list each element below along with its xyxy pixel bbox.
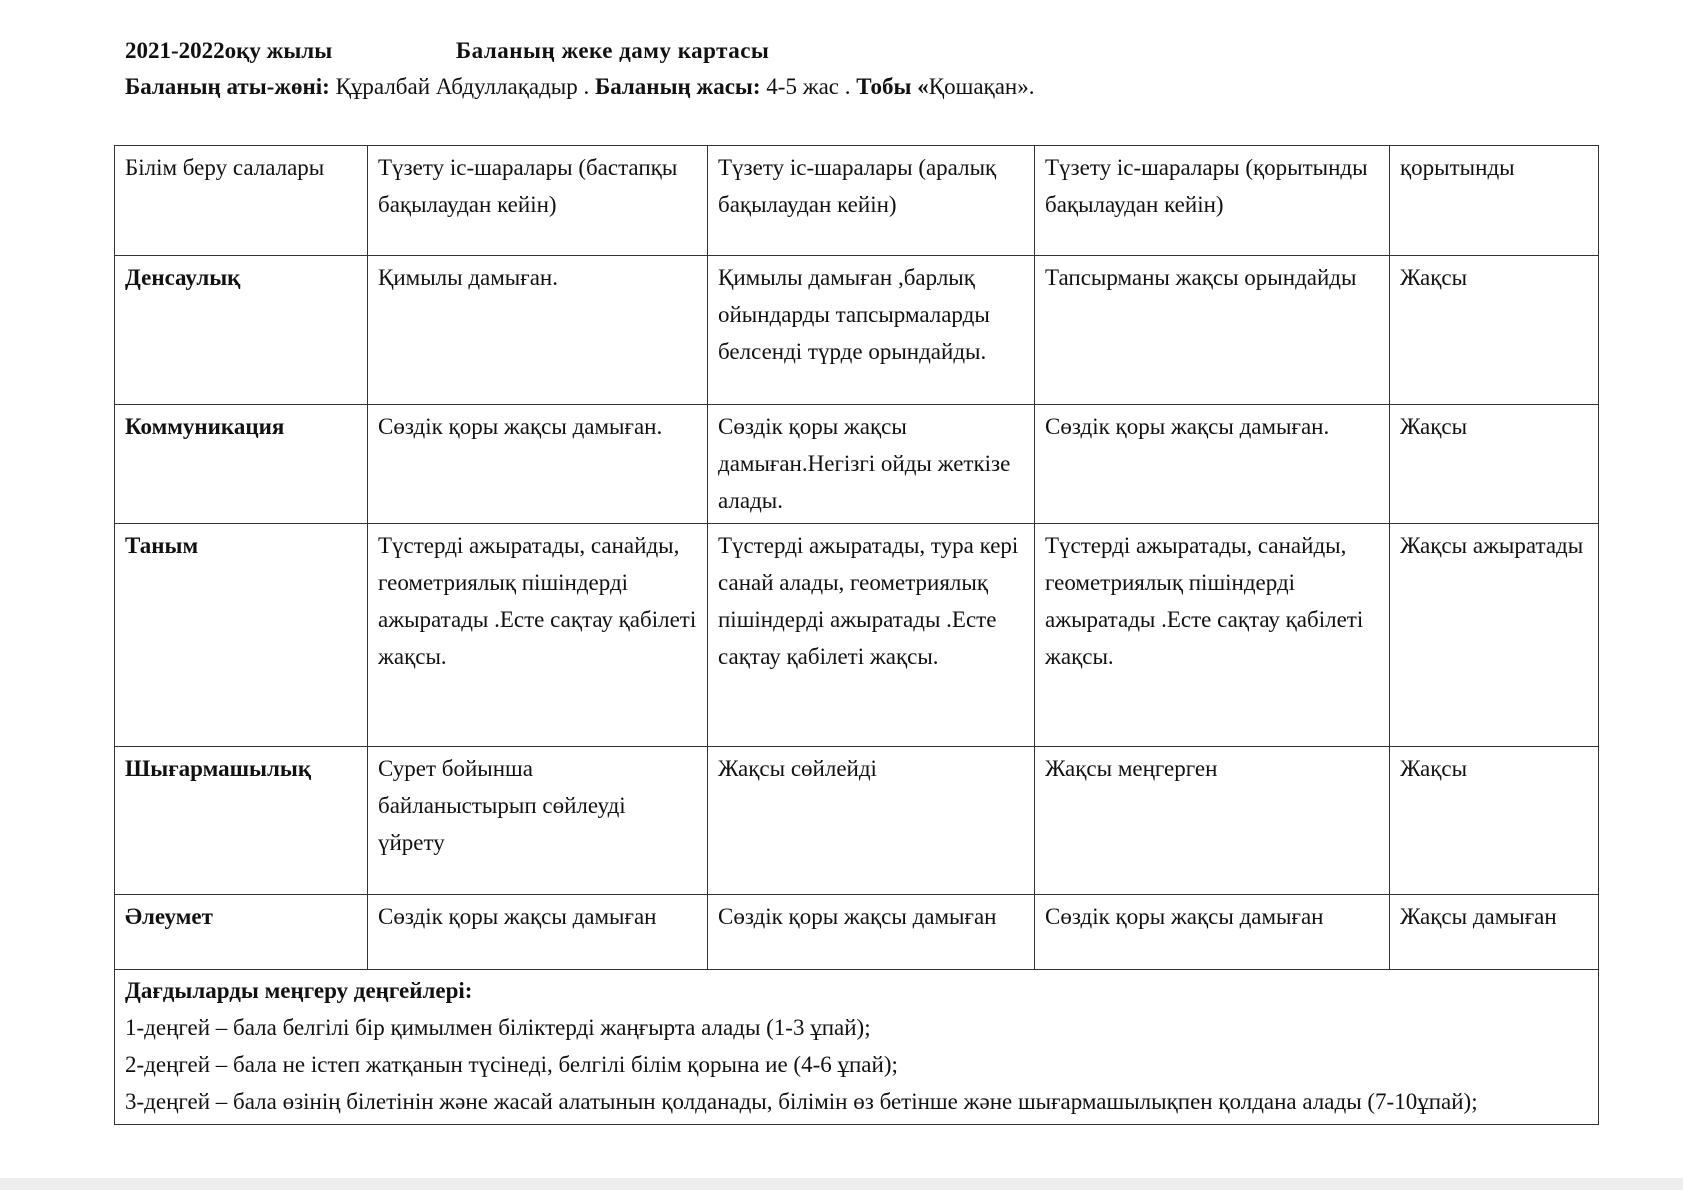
column-header: Білім беру салалары (114, 145, 368, 256)
table-cell: Сөздік қоры жақсы дамыған (367, 894, 708, 970)
table-cell: Жақсы дамыған (1389, 894, 1599, 970)
level-item: 2-деңгей – бала не істеп жатқанын түсіне… (125, 1052, 898, 1077)
table-cell: Сурет бойынша байланыстырып сөйлеуді үйр… (367, 746, 708, 895)
development-table: Білім беру салалары Түзету іс-шаралары (… (114, 145, 1599, 1125)
table-cell: Тапсырманы жақсы орындайды (1034, 255, 1390, 405)
table-cell: Жақсы (1389, 746, 1599, 895)
table-cell: Жақсы (1389, 255, 1599, 405)
level-item: 3-деңгей – бала өзінің білетінін және жа… (125, 1089, 1478, 1114)
table-cell: Жақсы ажыратады (1389, 523, 1599, 747)
table-cell: Қимылы дамыған ,барлық ойындарды тапсырм… (707, 255, 1035, 405)
area-cell: Әлеумет (114, 894, 368, 970)
table-cell: Жақсы сөйлейді (707, 746, 1035, 895)
table-cell: Түстерді ажыратады, санайды, геометриялы… (367, 523, 708, 747)
table-cell: Түстерді ажыратады, тура кері санай алад… (707, 523, 1035, 747)
table-row: Денсаулық Қимылы дамыған. Қимылы дамыған… (114, 255, 1599, 405)
table-header-row: Білім беру салалары Түзету іс-шаралары (… (114, 145, 1599, 256)
table-cell: Сөздік қоры жақсы дамыған (707, 894, 1035, 970)
column-header: қорытынды (1389, 145, 1599, 256)
table-row: Шығармашылық Сурет бойынша байланыстырып… (114, 746, 1599, 895)
table-cell: Сөздік қоры жақсы дамыған (1034, 894, 1390, 970)
table-row: Коммуникация Сөздік қоры жақсы дамыған. … (114, 404, 1599, 524)
level-item: 1-деңгей – бала белгілі бір қимылмен біл… (125, 1015, 871, 1040)
header-line-1: 2021-2022оқу жылы Баланың жеке даму карт… (125, 38, 769, 64)
area-cell: Таным (114, 523, 368, 747)
area-cell: Шығармашылық (114, 746, 368, 895)
area-cell: Коммуникация (114, 404, 368, 524)
levels-title: Дағдыларды меңгеру деңгейлері: (125, 978, 473, 1003)
table-cell: Сөздік қоры жақсы дамыған.Негізгі ойды ж… (707, 404, 1035, 524)
table-row: Әлеумет Сөздік қоры жақсы дамыған Сөздік… (114, 894, 1599, 970)
table-cell: Қимылы дамыған. (367, 255, 708, 405)
levels-row: Дағдыларды меңгеру деңгейлері: 1-деңгей … (114, 969, 1599, 1125)
document-title: Баланың жеке даму картасы (455, 38, 770, 63)
group-label: Тобы « (856, 74, 929, 99)
group-value: Қошақан». (928, 74, 1035, 99)
header-line-2: Баланың аты-жөні: Құралбай Абдуллақадыр … (125, 74, 1034, 100)
age-label: Баланың жасы: (595, 74, 761, 99)
column-header: Түзету іс-шаралары (бастапқы бақылаудан … (367, 145, 708, 256)
table-cell: Түстерді ажыратады, санайды, геометриялы… (1034, 523, 1390, 747)
age-value: 4-5 жас . (760, 74, 857, 99)
name-value: Құралбай Абдуллақадыр . (329, 74, 595, 99)
column-header: Түзету іс-шаралары (қорытынды бақылаудан… (1034, 145, 1390, 256)
levels-cell: Дағдыларды меңгеру деңгейлері: 1-деңгей … (114, 969, 1599, 1125)
column-header: Түзету іс-шаралары (аралық бақылаудан ке… (707, 145, 1035, 256)
area-cell: Денсаулық (114, 255, 368, 405)
table-cell: Сөздік қоры жақсы дамыған. (367, 404, 708, 524)
table-cell: Жақсы (1389, 404, 1599, 524)
table-cell: Сөздік қоры жақсы дамыған. (1034, 404, 1390, 524)
name-label: Баланың аты-жөні: (125, 74, 330, 99)
academic-year: 2021-2022оқу жылы (125, 38, 333, 63)
table-cell: Жақсы меңгерген (1034, 746, 1390, 895)
scan-edge (0, 1178, 1683, 1190)
table-row: Таным Түстерді ажыратады, санайды, геоме… (114, 523, 1599, 747)
